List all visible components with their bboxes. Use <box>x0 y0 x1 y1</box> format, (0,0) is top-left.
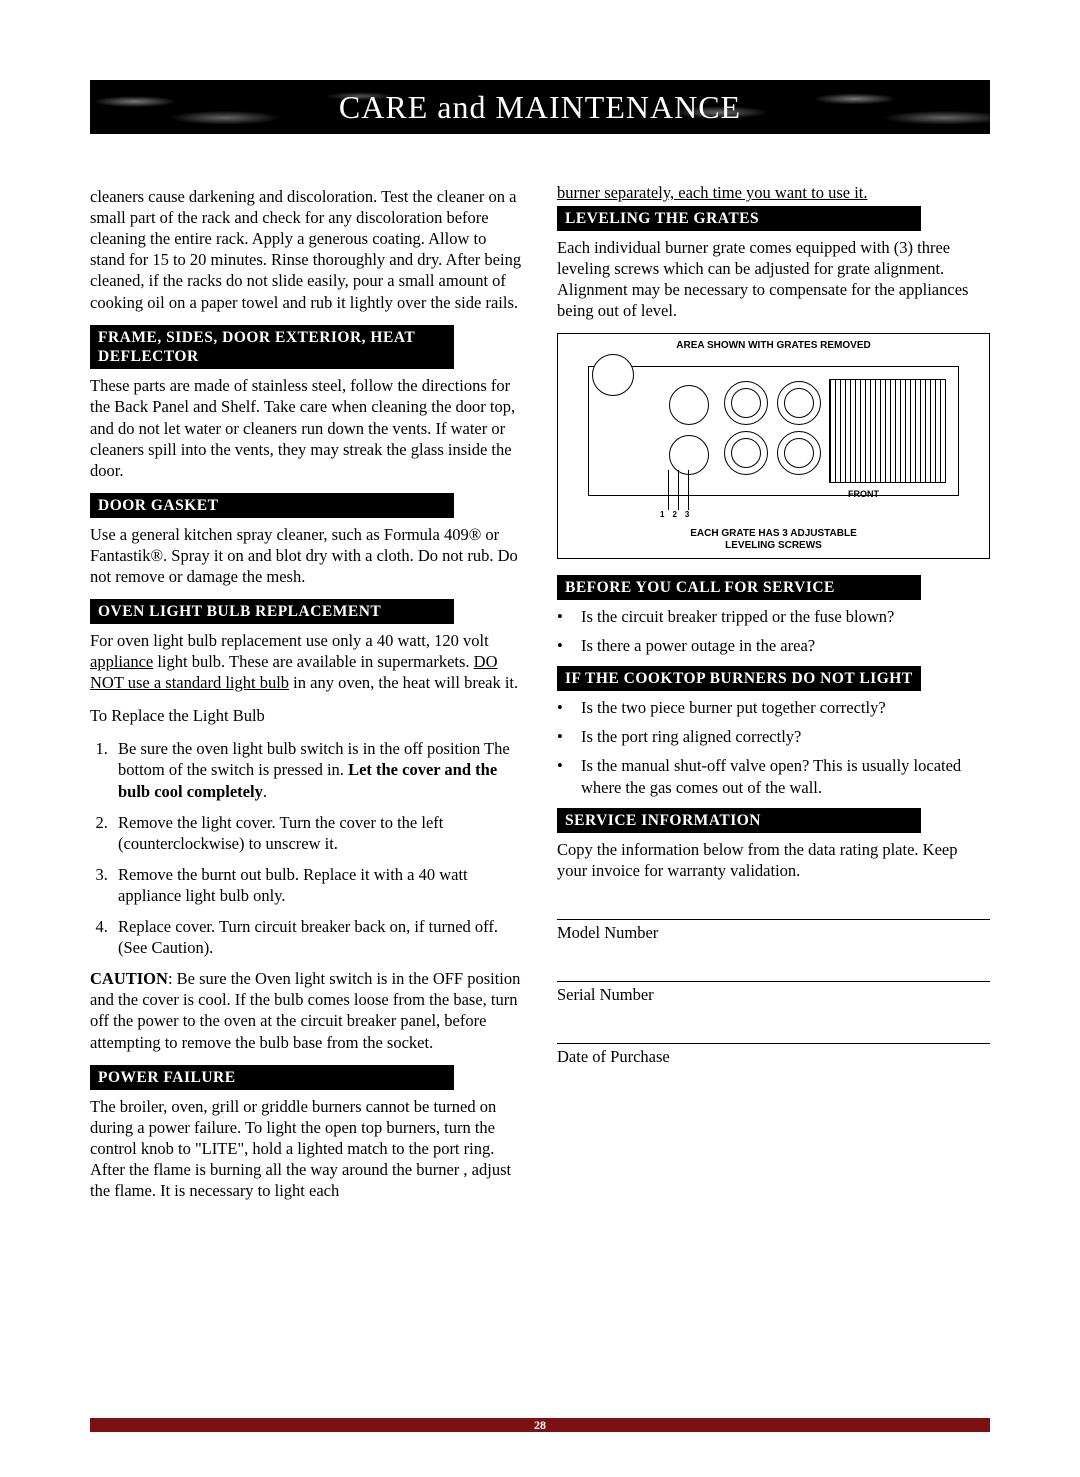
cooktop-bullet-2: Is the port ring aligned correctly? <box>557 726 990 747</box>
right-column: burner separately, each time you want to… <box>557 182 990 1213</box>
section-bulb-heading: OVEN LIGHT BULB REPLACEMENT <box>90 599 454 624</box>
before-bullet-1: Is the circuit breaker tripped or the fu… <box>557 606 990 627</box>
frame-body: These parts are made of stainless steel,… <box>90 375 523 481</box>
before-bullet-2: Is there a power outage in the area? <box>557 635 990 656</box>
diagram-front-label: FRONT <box>848 489 879 501</box>
grate-diagram: AREA SHOWN WITH GRATES REMOVED 1 2 3 FRO… <box>557 333 990 559</box>
page-number: 28 <box>534 1418 546 1432</box>
cooktop-bullet-3: Is the manual shut-off valve open? This … <box>557 755 990 797</box>
section-gasket-heading: DOOR GASKET <box>90 493 454 518</box>
section-cooktop-heading: IF THE COOKTOP BURNERS DO NOT LIGHT <box>557 666 921 691</box>
section-frame-heading: FRAME, SIDES, DOOR EXTERIOR, HEAT DEFLEC… <box>90 325 454 370</box>
cooktop-bullet-1: Is the two piece burner put together cor… <box>557 697 990 718</box>
section-leveling-heading: LEVELING THE GRATES <box>557 206 921 231</box>
bulb-steps: Be sure the oven light bulb switch is in… <box>112 738 523 958</box>
bulb-caution: CAUTION: Be sure the Oven light switch i… <box>90 968 523 1052</box>
diagram-bottom-label: EACH GRATE HAS 3 ADJUSTABLE LEVELING SCR… <box>558 528 989 552</box>
bulb-step-4: Replace cover. Turn circuit breaker back… <box>112 916 523 958</box>
continuation-line: burner separately, each time you want to… <box>557 182 990 203</box>
diagram-screw-numbers: 1 2 3 <box>660 510 689 520</box>
section-service-heading: SERVICE INFORMATION <box>557 808 921 833</box>
banner-title: CARE and MAINTENANCE <box>90 80 990 134</box>
power-body: The broiler, oven, grill or griddle burn… <box>90 1096 523 1202</box>
left-column: cleaners cause darkening and discolorati… <box>90 182 523 1213</box>
diagram-stove <box>588 366 959 496</box>
service-body: Copy the information below from the data… <box>557 839 990 881</box>
footer-bar: 28 <box>90 1418 990 1432</box>
page-banner: CARE and MAINTENANCE <box>90 80 990 134</box>
cooktop-bullets: Is the two piece burner put together cor… <box>557 697 990 797</box>
intro-paragraph: cleaners cause darkening and discolorati… <box>90 186 523 313</box>
content-columns: cleaners cause darkening and discolorati… <box>90 182 990 1213</box>
leveling-body: Each individual burner grate comes equip… <box>557 237 990 321</box>
section-before-heading: BEFORE YOU CALL FOR SERVICE <box>557 575 921 600</box>
model-number-field: Model Number <box>557 919 990 943</box>
bulb-subhead: To Replace the Light Bulb <box>90 705 523 726</box>
before-bullets: Is the circuit breaker tripped or the fu… <box>557 606 990 656</box>
section-power-heading: POWER FAILURE <box>90 1065 454 1090</box>
bulb-step-3: Remove the burnt out bulb. Replace it wi… <box>112 864 523 906</box>
diagram-top-label: AREA SHOWN WITH GRATES REMOVED <box>558 340 989 353</box>
bulb-step-2: Remove the light cover. Turn the cover t… <box>112 812 523 854</box>
gasket-body: Use a general kitchen spray cleaner, suc… <box>90 524 523 587</box>
bulb-step-1: Be sure the oven light bulb switch is in… <box>112 738 523 801</box>
bulb-intro: For oven light bulb replacement use only… <box>90 630 523 693</box>
date-of-purchase-field: Date of Purchase <box>557 1043 990 1067</box>
serial-number-field: Serial Number <box>557 981 990 1005</box>
